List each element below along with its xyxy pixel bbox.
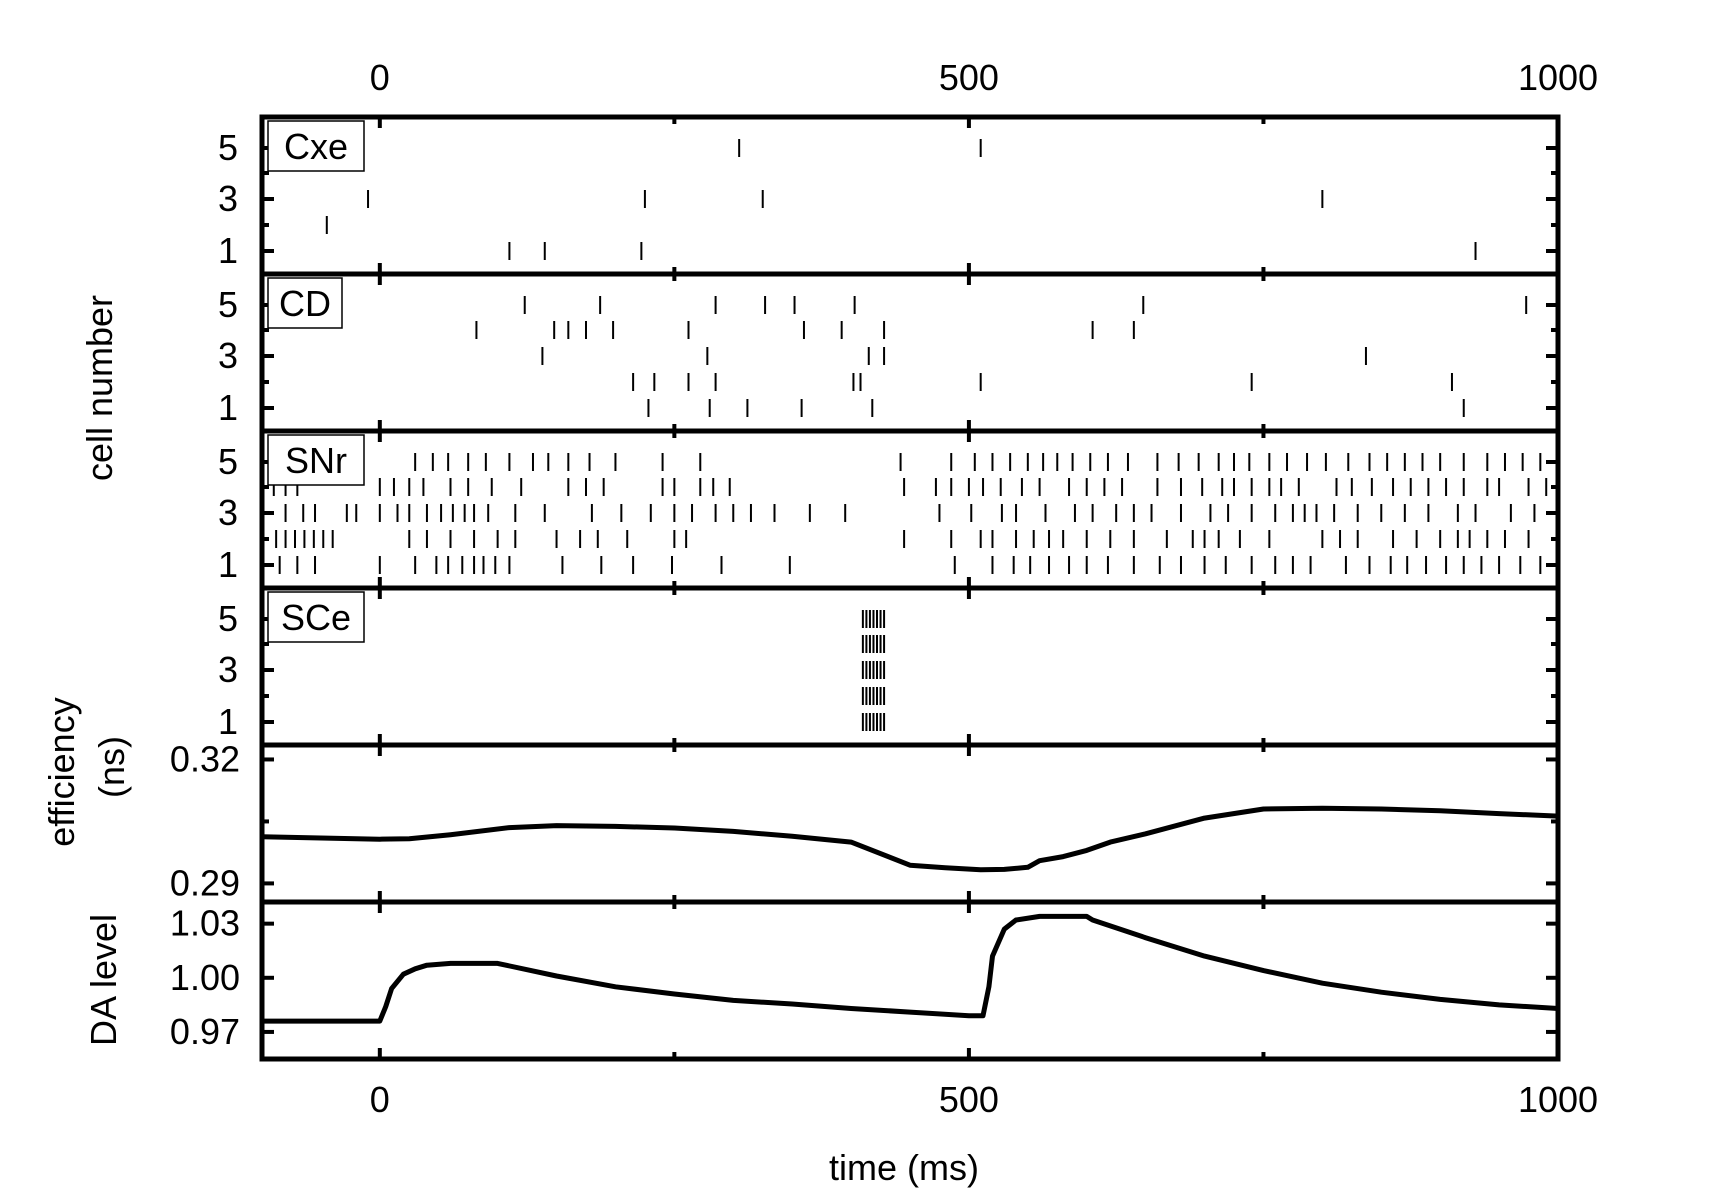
y-tick-label: 5 bbox=[218, 284, 238, 325]
efficiency-y-axis-title: efficiency (ns) bbox=[41, 687, 132, 846]
efficiency-line bbox=[261, 805, 1559, 873]
top-x-tick-label: 1000 bbox=[1518, 57, 1598, 98]
y-tick-label: 1 bbox=[218, 544, 238, 585]
y-tick-label: 1.00 bbox=[170, 957, 240, 998]
chart-panels: 5 3 1 Cxe 5 3 1 CD 5 3 1 SNr 5 3 1 SCe 0.29 0.32 0.97 1.00 1… bbox=[170, 114, 1561, 1062]
y-tick-label: 5 bbox=[218, 598, 238, 639]
y-tick-label: 3 bbox=[218, 492, 238, 533]
efficiency-y-axis-title-line-2: (ns) bbox=[91, 736, 132, 798]
panel-frame bbox=[259, 742, 1561, 905]
y-tick-label: 0.32 bbox=[170, 738, 240, 779]
panel-label-box bbox=[267, 591, 365, 643]
panel-frame bbox=[259, 899, 1561, 1062]
y-tick-label: 5 bbox=[218, 441, 238, 482]
y-tick-label: 0.97 bbox=[170, 1011, 240, 1052]
bottom-x-tick-label: 1000 bbox=[1518, 1079, 1598, 1120]
bottom-x-tick-label: 500 bbox=[939, 1079, 999, 1120]
y-tick-label: 1 bbox=[218, 387, 238, 428]
da-panel: 0.97 1.00 1.03 bbox=[170, 899, 1561, 1062]
panel-frame bbox=[259, 271, 1561, 434]
y-tick-label: 3 bbox=[218, 178, 238, 219]
top-x-axis-labels: 0 500 1000 bbox=[370, 57, 1598, 98]
y-tick-label: 3 bbox=[218, 335, 238, 376]
panel-label-box bbox=[267, 277, 343, 329]
raster-panel-cd: 5 3 1 CD bbox=[218, 271, 1561, 434]
efficiency-panel: 0.29 0.32 bbox=[170, 738, 1561, 905]
panel-frame bbox=[259, 114, 1561, 277]
y-tick-label: 3 bbox=[218, 649, 238, 690]
top-x-tick-label: 500 bbox=[939, 57, 999, 98]
raster-panel-sce: 5 3 1 SCe bbox=[218, 585, 1561, 748]
top-x-tick-label: 0 bbox=[370, 57, 390, 98]
da-y-axis-title: DA level bbox=[83, 914, 124, 1046]
y-tick-label: 5 bbox=[218, 127, 238, 168]
y-tick-label: 0.29 bbox=[170, 862, 240, 903]
bottom-x-axis-labels: 0 500 1000 bbox=[370, 1079, 1598, 1120]
panel-label: SCe bbox=[281, 597, 351, 638]
bottom-x-tick-label: 0 bbox=[370, 1079, 390, 1120]
panel-label-box bbox=[267, 434, 365, 486]
panel-frame bbox=[259, 585, 1561, 748]
panel-label: Cxe bbox=[284, 126, 348, 167]
x-axis-title: time (ms) bbox=[829, 1147, 979, 1188]
raster-panel-snr: 5 3 1 SNr bbox=[218, 428, 1561, 591]
da-line bbox=[262, 913, 1559, 1024]
y-tick-label: 1 bbox=[218, 701, 238, 742]
y-tick-label: 1 bbox=[218, 230, 238, 271]
panel-label: SNr bbox=[285, 440, 347, 481]
y-tick-label: 1.03 bbox=[170, 903, 240, 944]
efficiency-y-axis-title-line-1: efficiency bbox=[41, 697, 82, 846]
panel-label-box bbox=[267, 120, 365, 172]
panel-label: CD bbox=[279, 283, 331, 324]
raster-y-axis-title: cell number bbox=[79, 295, 120, 481]
panel-frame bbox=[259, 428, 1561, 591]
raster-panel-cxe: 5 3 1 Cxe bbox=[218, 114, 1561, 277]
